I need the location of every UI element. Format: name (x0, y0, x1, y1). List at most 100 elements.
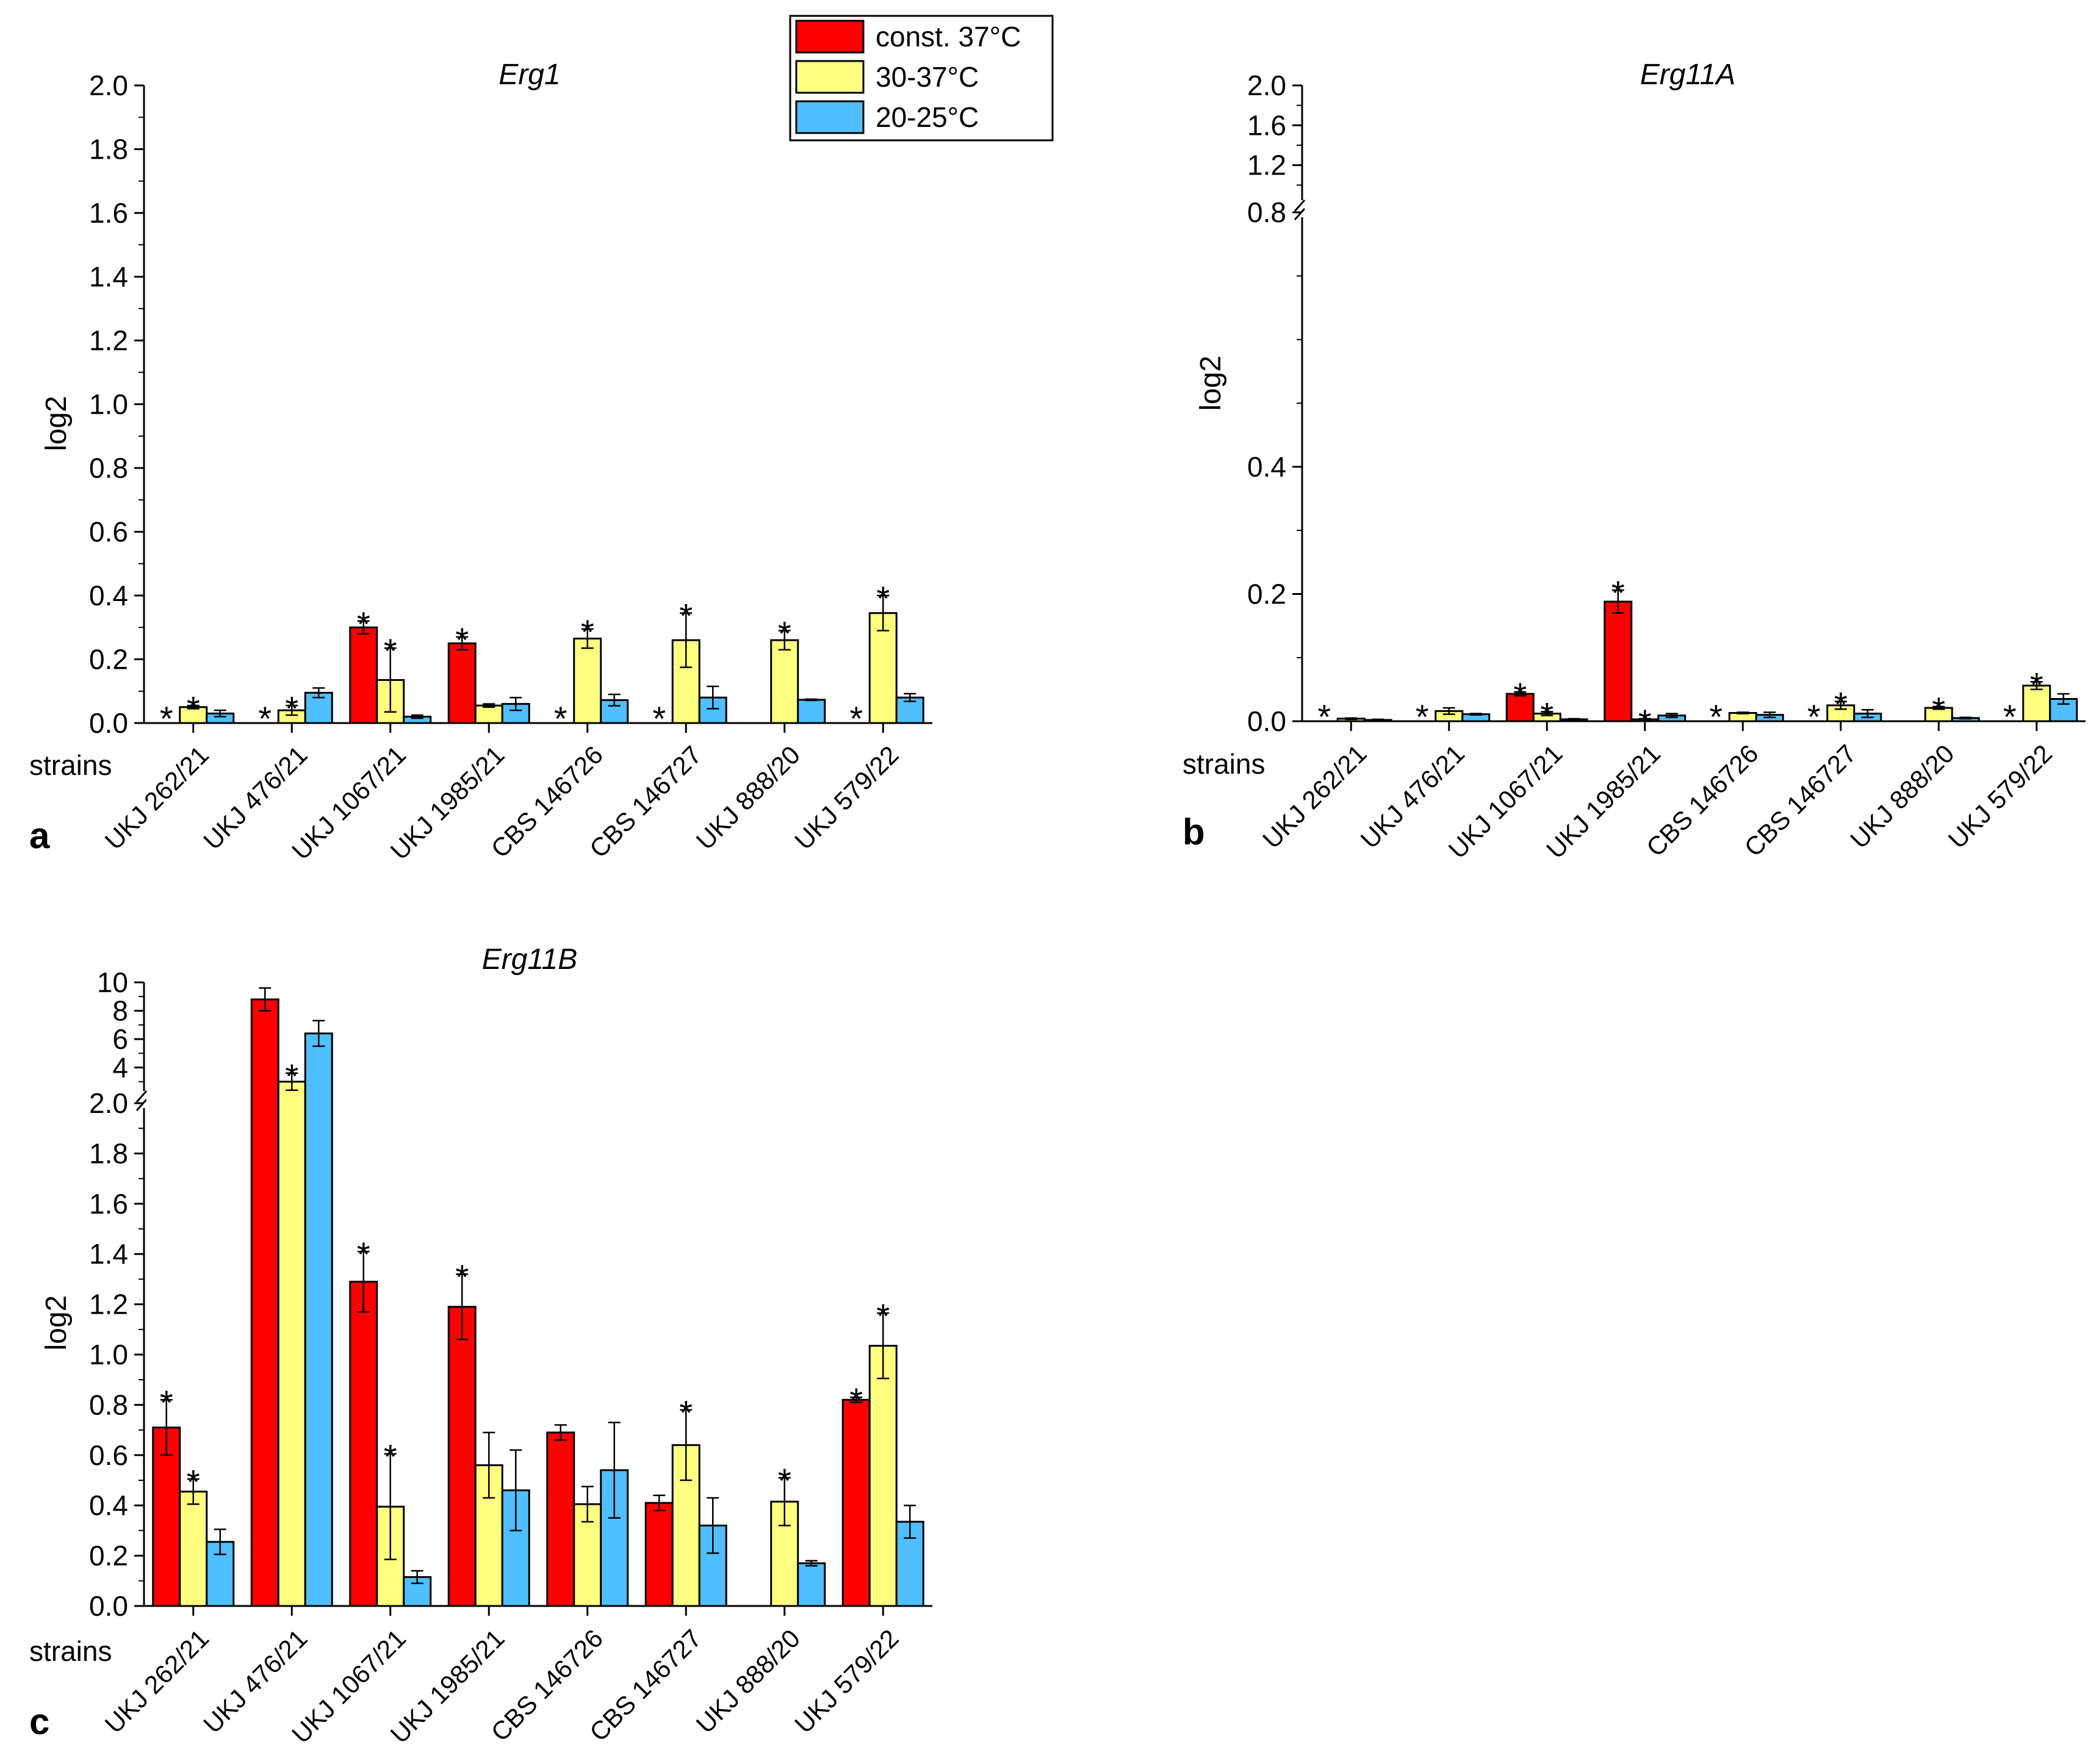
legend-swatch-20-25 (795, 100, 865, 134)
panel-a-significance-star: * (876, 579, 890, 617)
panel-c-bar-30-37-c-ukj-262-21 (179, 1491, 208, 1607)
panel-c-y-tick-label: 6 (112, 1023, 128, 1055)
panel-c-bar-break-gap (146, 1096, 245, 1103)
panel-c-significance-star: * (160, 1383, 173, 1422)
panel-c-significance-star: * (384, 1438, 397, 1476)
panel-c-axis-break-mark (135, 1099, 148, 1111)
panel-a-significance-star: * (778, 614, 791, 652)
panel-a-bar-30-37-c-cbs-146726 (573, 638, 602, 724)
panel-c-label: c (29, 1701, 49, 1742)
panel-a-significance-star: * (679, 597, 693, 635)
panel-a-y-tick-label: 0.2 (89, 644, 128, 675)
panel-a-significance-star: * (160, 699, 173, 738)
panel-a-y-tick-label: 2.0 (89, 70, 128, 101)
panel-c-significance-star: * (455, 1258, 469, 1296)
panel-b-axis-break-mark (1294, 208, 1306, 220)
panel-a-y-tick-label: 1.4 (89, 261, 128, 293)
panel-b-significance-star: * (1317, 697, 1331, 736)
panel-c-xlabel: strains (29, 1635, 112, 1667)
panel-c-bar-const-37-c-ukj-579-22 (841, 1399, 871, 1607)
legend-swatch-const-37 (795, 20, 865, 54)
panel-a-xlabel: strains (29, 749, 112, 781)
panel-c-y-tick-label: 0.0 (89, 1590, 128, 1622)
legend-label-const-37: const. 37°C (876, 21, 1021, 52)
panel-a-y-tick-label: 0.6 (89, 516, 128, 548)
panel-b-significance-star: * (1416, 697, 1429, 736)
legend-swatch-30-37 (795, 60, 865, 94)
panel-b-title: Erg11A (1640, 59, 1736, 91)
panel-c-y-tick-label: 0.4 (89, 1489, 128, 1521)
panel-c-significance-star: * (187, 1463, 200, 1501)
panel-a-y-tick-label: 0.0 (89, 707, 128, 739)
panel-c-y-tick-label: 1.8 (89, 1137, 128, 1169)
panel-a-y-tick-label: 1.0 (89, 389, 128, 420)
panel-b-significance-star: * (1932, 690, 1945, 729)
panel-b-ylabel: log2 (1195, 356, 1227, 411)
panel-b-y-tick-label: 0.4 (1247, 451, 1286, 483)
legend-frame (789, 15, 1054, 142)
panel-b-y-tick-label: 0.0 (1247, 705, 1286, 737)
panel-c-bar-30-37-c-ukj-476-21 (277, 1081, 306, 1607)
panel-c-y-tick-label: 1.0 (89, 1339, 128, 1370)
panel-a-bar-30-37-c-ukj-1985-21 (474, 704, 503, 724)
panel-c-bar-20-25-c-ukj-888-20 (797, 1562, 826, 1607)
panel-b-significance-star: * (2030, 665, 2043, 704)
panel-a-y-tick-label: 1.6 (89, 197, 128, 229)
panel-a-significance-star: * (581, 613, 594, 651)
panel-b-bar-const-37-c-ukj-1985-21 (1604, 600, 1633, 722)
panel-b-significance-star: * (1611, 574, 1625, 612)
panel-c-significance-star: * (849, 1381, 863, 1419)
panel-a-significance-star: * (384, 632, 397, 670)
panel-a-y-tick-label: 1.8 (89, 134, 128, 165)
panel-b-y-tick-label: 1.6 (1247, 109, 1286, 141)
panel-a-ylabel: log2 (40, 396, 73, 452)
panel-c-significance-star: * (778, 1461, 791, 1500)
panel-c-significance-star: * (285, 1057, 298, 1095)
panel-c-y-tick-label: 4 (112, 1052, 128, 1084)
panel-c-bar-const-37-c-ukj-262-21 (152, 1426, 181, 1607)
panel-b-bar-20-25-c-ukj-579-22 (2049, 698, 2078, 722)
panel-b-xlabel: strains (1183, 748, 1265, 780)
panel-a-significance-star: * (357, 605, 370, 643)
panel-c-bar-const-37-c-ukj-1985-21 (447, 1306, 477, 1607)
panel-c-y-tick-label: 2.0 (89, 1087, 128, 1119)
panel-a-significance-star: * (187, 689, 200, 727)
panel-c-title: Erg11B (482, 943, 578, 976)
panel-c-significance-star: * (357, 1235, 370, 1273)
panel-b-significance-star: * (2003, 697, 2017, 736)
panel-c-y-tick-label: 0.6 (89, 1439, 128, 1471)
legend-label-20-25: 20-25°C (876, 101, 979, 133)
panel-c-ylabel: log2 (40, 1295, 73, 1351)
panel-a-significance-star: * (652, 699, 666, 738)
panel-c-y-tick-label: 10 (97, 967, 128, 998)
panel-b-significance-star: * (1513, 675, 1527, 714)
panel-b-significance-star: * (1709, 697, 1723, 736)
panel-c-bar-20-25-c-ukj-262-21 (206, 1541, 235, 1607)
panel-a-significance-star: * (554, 699, 567, 738)
panel-b-significance-star: * (1834, 685, 1848, 724)
panel-b-significance-star: * (1540, 695, 1554, 733)
panel-a-bar-30-37-c-ukj-579-22 (868, 612, 898, 724)
legend-label-30-37: 30-37°C (876, 61, 979, 93)
panel-a-significance-star: * (285, 689, 298, 727)
panel-c-bar-const-37-c-ukj-476-21 (250, 998, 279, 1607)
panel-c-y-tick-label: 0.2 (89, 1540, 128, 1572)
panel-a-bar-20-25-c-ukj-888-20 (797, 699, 826, 724)
panel-b-y-tick-label: 0.2 (1247, 578, 1286, 610)
panel-c-y-tick-label: 1.2 (89, 1289, 128, 1320)
panel-a-bar-30-37-c-ukj-1067-21 (376, 679, 405, 724)
panel-c-significance-star: * (876, 1297, 890, 1335)
panel-b-y-tick-label: 2.0 (1247, 70, 1286, 101)
panel-b-label: b (1183, 812, 1205, 852)
panel-c-bar-20-25-c-ukj-476-21 (304, 1032, 333, 1607)
panel-b-axis-break-mark (1294, 200, 1306, 212)
panel-a-y-tick-label: 0.4 (89, 580, 128, 611)
panel-c-bar-30-37-c-ukj-579-22 (868, 1345, 898, 1607)
panel-c-bar-const-37-c-cbs-146726 (546, 1431, 575, 1607)
panel-a-y-tick-label: 0.8 (89, 452, 128, 484)
panel-c-y-tick-label: 1.4 (89, 1238, 128, 1270)
panel-a-label: a (29, 815, 50, 856)
panel-c-significance-star: * (679, 1394, 693, 1432)
panel-c-y-tick-label: 1.6 (89, 1188, 128, 1220)
panel-a-significance-star: * (849, 699, 863, 738)
